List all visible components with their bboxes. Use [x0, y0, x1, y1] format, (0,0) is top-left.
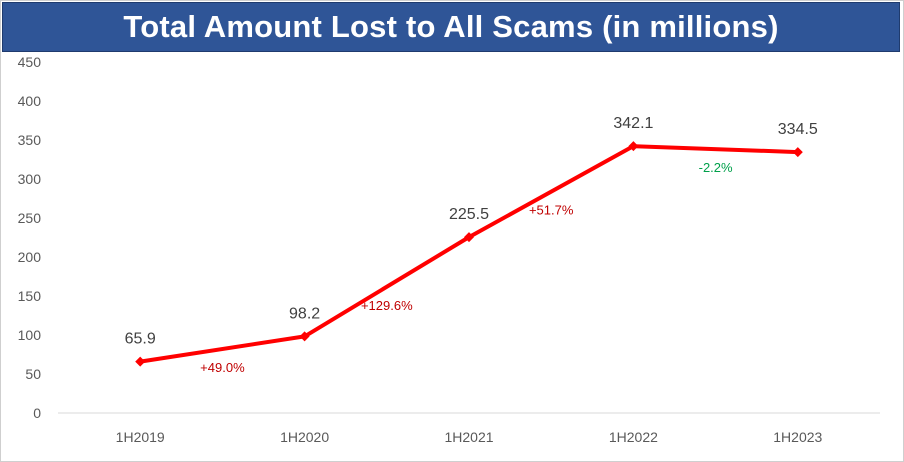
- y-axis: 0 50 100 150 200 250 300 350 400 450: [18, 54, 42, 421]
- chart-title: Total Amount Lost to All Scams (in milli…: [123, 9, 779, 44]
- data-point-marker: [135, 356, 146, 367]
- data-point-marker: [299, 331, 310, 342]
- y-tick-label: 350: [18, 132, 42, 148]
- x-tick-label: 1H2019: [116, 429, 165, 445]
- x-tick-label: 1H2020: [280, 429, 329, 445]
- data-label: 225.5: [449, 206, 489, 223]
- percent-change-labels: +49.0% +129.6% +51.7% -2.2%: [200, 160, 733, 375]
- series-line: [139, 144, 798, 364]
- x-tick-label: 1H2022: [609, 429, 658, 445]
- y-tick-label: 450: [18, 54, 42, 70]
- data-point-marker: [628, 141, 639, 152]
- data-point-marker: [464, 232, 474, 243]
- chart-title-bar: Total Amount Lost to All Scams (in milli…: [2, 2, 900, 52]
- y-tick-label: 0: [33, 405, 41, 421]
- data-label: 65.9: [125, 331, 156, 348]
- y-tick-label: 150: [18, 288, 42, 304]
- y-tick-label: 100: [18, 327, 42, 343]
- y-tick-label: 400: [18, 93, 42, 109]
- percent-change-label: +51.7%: [529, 203, 574, 218]
- y-tick-label: 50: [25, 366, 41, 382]
- data-labels: 65.9 98.2 225.5 342.1 334.5: [125, 115, 818, 347]
- y-tick-label: 200: [18, 249, 42, 265]
- x-axis: 1H2019 1H2020 1H2021 1H2022 1H2023: [116, 429, 823, 445]
- percent-change-label: +49.0%: [200, 360, 245, 375]
- data-label: 98.2: [289, 305, 320, 322]
- data-point-marker: [792, 147, 803, 158]
- series-markers: [135, 141, 803, 367]
- x-tick-label: 1H2021: [444, 429, 493, 445]
- x-tick-label: 1H2023: [773, 429, 822, 445]
- y-tick-label: 250: [18, 210, 42, 226]
- data-label: 334.5: [778, 121, 818, 138]
- data-label: 342.1: [613, 115, 653, 132]
- percent-change-label: +129.6%: [361, 298, 413, 313]
- y-tick-label: 300: [18, 171, 42, 187]
- percent-change-label: -2.2%: [699, 160, 733, 175]
